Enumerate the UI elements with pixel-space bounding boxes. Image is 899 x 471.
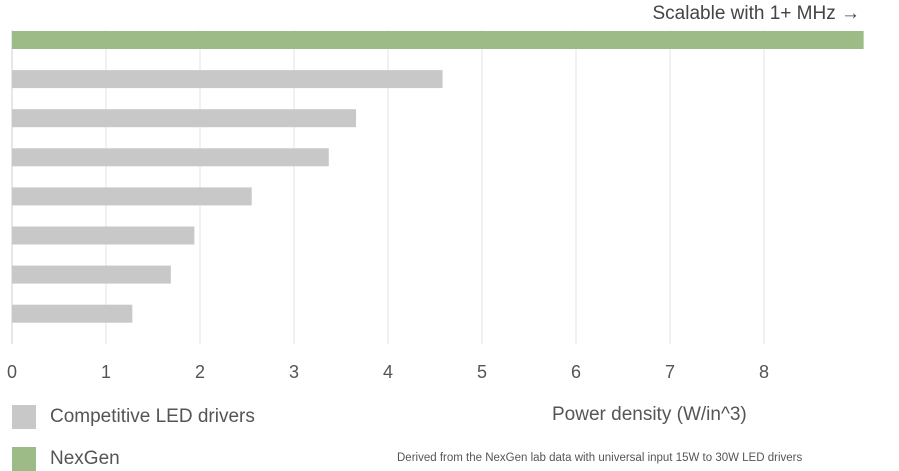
x-tick-labels: 0 1 2 3 4 5 6 7 8: [7, 362, 769, 382]
legend-label-competitive: Competitive LED drivers: [50, 406, 255, 427]
legend-swatch-competitive: [12, 405, 36, 429]
bar-5: [12, 226, 195, 245]
bar-chart: 0 1 2 3 4 5 6 7 8 Scalable with 1+ MHz →: [7, 3, 864, 382]
bar-6: [12, 265, 171, 284]
legend-label-nexgen: NexGen: [50, 448, 120, 469]
bar-1: [12, 70, 443, 89]
legend-item-competitive: Competitive LED drivers: [12, 405, 255, 429]
bar-group: [12, 31, 864, 323]
scalable-annotation: Scalable with 1+ MHz →: [653, 3, 861, 24]
bar-0: [12, 31, 864, 49]
x-tick-label-3: 3: [289, 362, 299, 382]
x-tick-label-1: 1: [101, 362, 111, 382]
x-tick-label-8: 8: [759, 362, 769, 382]
footnote: Derived from the NexGen lab data with un…: [397, 452, 803, 464]
x-tick-label-0: 0: [7, 362, 17, 382]
legend-swatch-nexgen: [12, 447, 36, 471]
bar-3: [12, 148, 329, 167]
x-tick-label-5: 5: [477, 362, 487, 382]
x-tick-label-2: 2: [195, 362, 205, 382]
x-tick-label-7: 7: [665, 362, 675, 382]
legend-item-nexgen: NexGen: [12, 447, 120, 471]
bar-2: [12, 109, 357, 128]
x-tick-label-6: 6: [571, 362, 581, 382]
bar-4: [12, 187, 252, 206]
x-tick-label-4: 4: [383, 362, 393, 382]
x-axis-label: Power density (W/in^3): [552, 404, 747, 425]
bar-7: [12, 304, 133, 323]
